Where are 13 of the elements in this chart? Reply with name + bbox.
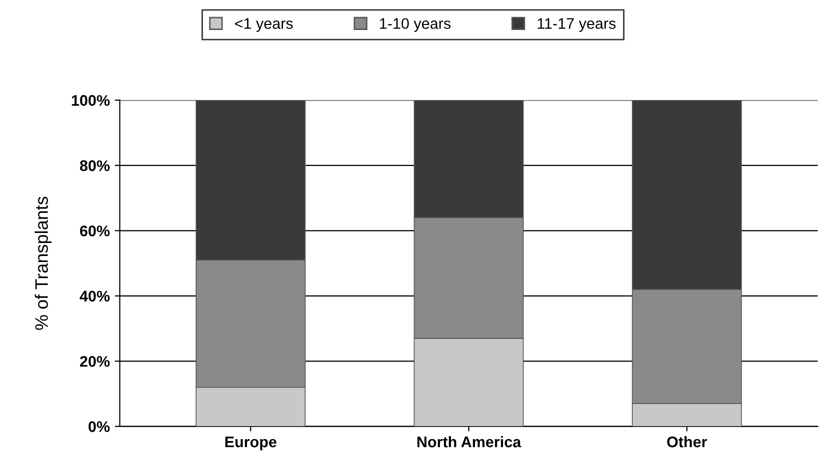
legend-label: <1 years: [235, 18, 293, 32]
y-axis-title: % of Transplants: [34, 196, 52, 330]
y-tick-label: 60%: [80, 226, 110, 236]
y-tick-label: 0%: [88, 421, 110, 432]
x-tick-label: Europe: [225, 436, 276, 450]
y-tick-label: 20%: [80, 356, 110, 367]
y-tick-label: 100%: [72, 95, 110, 106]
y-tick-label: 80%: [80, 160, 110, 172]
x-tick-label: Other: [667, 436, 708, 448]
y-tick-label: 40%: [80, 290, 110, 302]
legend-label: 11-17 years: [538, 18, 616, 32]
x-tick-label: North America: [417, 436, 522, 448]
legend-label: 1-10 years: [380, 18, 450, 32]
